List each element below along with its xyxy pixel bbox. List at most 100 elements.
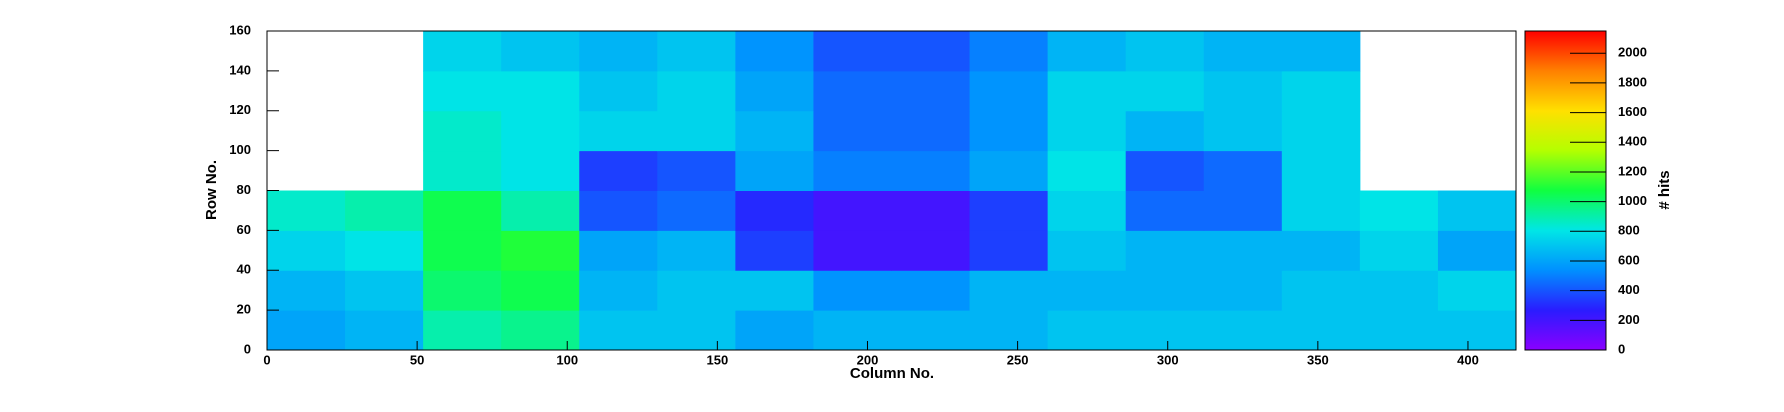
heatmap-cell [813, 310, 892, 351]
heatmap-cell [735, 310, 814, 351]
heatmap-cell [423, 270, 502, 311]
heatmap-cell [891, 190, 971, 231]
heatmap-cell [501, 310, 580, 351]
heatmap-cell [1359, 310, 1439, 351]
heatmap-cell [891, 310, 971, 351]
heatmap-cell [813, 110, 892, 152]
heatmap-cell [423, 190, 502, 231]
heatmap-cell [345, 230, 424, 271]
heatmap-cell [1047, 190, 1127, 231]
heatmap-cell [813, 230, 892, 271]
heatmap-cell [1359, 230, 1439, 271]
heatmap-cell [1125, 310, 1205, 351]
heatmap-cell [1125, 70, 1205, 112]
z-tick-label: 1800 [1618, 74, 1647, 89]
heatmap-cell [1437, 190, 1517, 231]
heatmap-cell [813, 190, 892, 231]
heatmap-cell [735, 31, 814, 72]
heatmap-cell [657, 310, 736, 351]
heatmap-cell [1281, 70, 1361, 112]
heatmap-cell [735, 190, 814, 231]
heatmap-cell [423, 310, 502, 351]
y-tick-label: 100 [229, 142, 251, 157]
heatmap-cell [1047, 270, 1127, 311]
z-tick-label: 1600 [1618, 104, 1647, 119]
z-tick-label: 200 [1618, 312, 1640, 327]
heatmap-cell [657, 31, 736, 72]
heatmap-cell [423, 70, 502, 112]
heatmap-cell [1047, 150, 1127, 191]
z-tick-label: 1200 [1618, 163, 1647, 178]
heatmap-cell [969, 270, 1049, 311]
heatmap-cell [969, 150, 1049, 191]
y-axis-title: Row No. [203, 160, 220, 220]
heatmap-cell [891, 230, 971, 271]
heatmap-cell [579, 230, 658, 271]
color-bar [1524, 30, 1607, 351]
heatmap-cell [1281, 190, 1361, 231]
heatmap-cell [813, 70, 892, 112]
heatmap-cell [579, 110, 658, 152]
heatmap-cell [579, 70, 658, 112]
heatmap-cell [1203, 190, 1283, 231]
heatmap [267, 31, 1517, 351]
heatmap-cell [1203, 270, 1283, 311]
heatmap-cell [1125, 110, 1205, 152]
heatmap-cell [1047, 70, 1127, 112]
heatmap-cell [423, 150, 502, 191]
heatmap-cell [1437, 310, 1517, 351]
y-tick-label: 120 [229, 102, 251, 117]
heatmap-cell [813, 270, 892, 311]
heatmap-cell [735, 70, 814, 112]
heatmap-cell [501, 31, 580, 72]
heatmap-cell [1437, 230, 1517, 271]
heatmap-cell [1281, 110, 1361, 152]
heatmap-cell [1359, 190, 1439, 231]
z-tick-label: 0 [1618, 341, 1625, 356]
heatmap-cell [1125, 270, 1205, 311]
x-tick-label: 150 [707, 352, 729, 367]
heatmap-cell [1125, 190, 1205, 231]
z-axis-title: # hits [1656, 170, 1673, 209]
heatmap-cell [1047, 31, 1127, 72]
y-tick-label: 40 [237, 262, 251, 277]
x-tick-label: 0 [263, 352, 270, 367]
heatmap-cell [969, 31, 1049, 72]
heatmap-cell [1125, 150, 1205, 191]
heatmap-cell [891, 70, 971, 112]
x-tick-label: 250 [1007, 352, 1029, 367]
heatmap-cell [735, 110, 814, 152]
heatmap-cell [579, 31, 658, 72]
x-tick-label: 300 [1157, 352, 1179, 367]
heatmap-cell [345, 310, 424, 351]
y-tick-label: 160 [229, 22, 251, 37]
heatmap-cell [1281, 310, 1361, 351]
heatmap-cell [969, 110, 1049, 152]
heatmap-cell [969, 190, 1049, 231]
heatmap-cell [891, 110, 971, 152]
heatmap-cell [267, 230, 346, 271]
z-tick-label: 400 [1618, 282, 1640, 297]
heatmap-cell [1203, 230, 1283, 271]
heatmap-cell [1203, 110, 1283, 152]
heatmap-cell [1281, 31, 1361, 72]
heatmap-cell [579, 270, 658, 311]
y-tick-label: 60 [237, 222, 251, 237]
heatmap-cell [345, 190, 424, 231]
heatmap-cell [657, 150, 736, 191]
heatmap-cell [813, 150, 892, 191]
heatmap-cell [1047, 110, 1127, 152]
heatmap-cell [1047, 230, 1127, 271]
z-tick-label: 2000 [1618, 45, 1647, 60]
heatmap-cell [1047, 310, 1127, 351]
heatmap-cell [1437, 270, 1517, 311]
heatmap-cell [1125, 31, 1205, 72]
heatmap-cell [501, 230, 580, 271]
heatmap-cell [891, 150, 971, 191]
x-tick-label: 100 [556, 352, 578, 367]
x-tick-label: 400 [1457, 352, 1479, 367]
heatmap-cell [501, 190, 580, 231]
heatmap-cell [1203, 31, 1283, 72]
heatmap-cell [735, 270, 814, 311]
